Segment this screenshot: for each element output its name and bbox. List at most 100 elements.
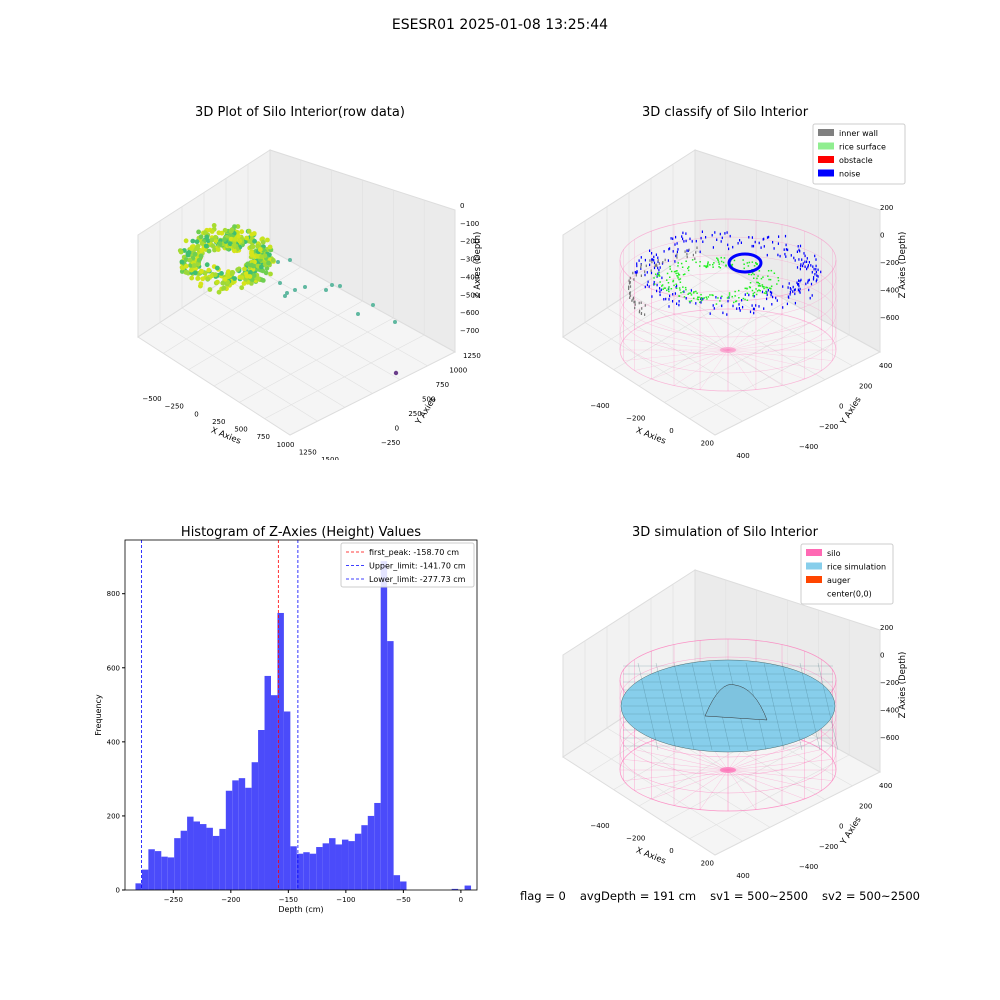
inner-wall-point [629, 294, 631, 297]
raw-point [229, 271, 235, 277]
noise-point [647, 280, 649, 284]
inner-wall-point [676, 253, 678, 256]
rice-surface-point [677, 265, 679, 267]
noise-point [766, 293, 768, 297]
noise-point [635, 271, 637, 275]
rice-surface-point [755, 262, 757, 264]
noise-point [659, 266, 661, 269]
silo-floor-spoke [727, 329, 822, 351]
raw-point [251, 273, 257, 278]
noise-point [766, 297, 768, 301]
inner-wall-point [632, 297, 634, 301]
y-tick-label: 600 [107, 664, 120, 672]
inner-wall-point [664, 258, 666, 262]
grid-line [264, 334, 425, 419]
raw-point [199, 248, 205, 253]
noise-point [793, 288, 795, 292]
silo-floor-spoke [727, 769, 757, 810]
noise-point [665, 297, 667, 301]
noise-point [790, 254, 792, 257]
noise-point [758, 305, 760, 308]
rice-surface-point [675, 283, 677, 285]
legend-box [340, 542, 475, 588]
rice-surface-point [663, 287, 666, 289]
noise-point [640, 256, 642, 259]
noise-point [705, 236, 707, 239]
rice-surface-point [698, 296, 700, 298]
silo-floor-spoke [651, 349, 729, 380]
noise-point [806, 260, 808, 263]
rice-surface-point [716, 257, 718, 259]
raw-title: 3D Plot of Silo Interior(row data) [195, 105, 405, 120]
inner-wall-point [635, 274, 637, 277]
raw-point [235, 267, 241, 272]
noise-point [812, 278, 815, 281]
noise-point [783, 248, 785, 251]
raw-outlier-point [393, 320, 397, 324]
raw-point [222, 227, 228, 233]
rice-surface-point [677, 275, 679, 277]
rice-surface-point [681, 266, 684, 268]
rice-surface-point [720, 256, 722, 259]
noise-point [676, 250, 678, 254]
noise-point [807, 265, 809, 269]
raw-point [188, 263, 193, 268]
raw-point [222, 276, 228, 282]
rice-surface-point [669, 268, 671, 270]
noise-point [675, 254, 677, 258]
rice-surface-point [667, 282, 670, 284]
noise-point [695, 239, 697, 243]
rice-surface-point [717, 297, 719, 299]
rice-surface-point [734, 295, 736, 297]
rice-surface-point [705, 296, 707, 298]
y-tick-label: 200 [859, 802, 872, 810]
rice-surface-point [713, 262, 715, 264]
y-axis-label: Frequency [94, 694, 103, 736]
histogram-bar [393, 875, 401, 890]
histogram-bar [264, 675, 271, 890]
histogram-bar [148, 849, 155, 890]
silo-floor-spoke [727, 339, 833, 351]
noise-point [810, 282, 813, 286]
x-tick-label: −200 [626, 835, 645, 843]
raw-point [189, 275, 195, 281]
noise-point [674, 260, 676, 263]
noise-point [817, 275, 819, 278]
silo-floor-spoke [727, 349, 833, 361]
raw-point [215, 247, 221, 253]
inner-wall-point [655, 264, 657, 267]
silo-floor-spoke [623, 769, 729, 781]
raw-outlier-point [278, 281, 282, 285]
rice-surface-point [695, 290, 697, 293]
noise-point [729, 234, 731, 238]
rice-surface-point [679, 289, 681, 291]
noise-point [769, 290, 771, 294]
rice-surface-point [770, 285, 773, 287]
noise-point [776, 299, 778, 302]
rice-surface-point [677, 272, 679, 274]
rice-surface-point [661, 285, 663, 287]
noise-point [690, 289, 692, 292]
y-tick-label: 0 [839, 823, 843, 831]
noise-point [674, 243, 676, 246]
rice-surface-point [700, 297, 703, 300]
rice-surface-point [759, 285, 762, 287]
rice-surface-point [763, 286, 765, 288]
rice-surface-point [760, 277, 763, 280]
raw-point [196, 229, 201, 235]
raw-point [183, 269, 189, 275]
raw-point [179, 259, 185, 265]
raw-outlier-point [324, 288, 328, 292]
noise-point [702, 240, 704, 243]
rice-surface-point [731, 295, 733, 298]
raw-point [198, 253, 204, 259]
raw-point [187, 257, 193, 263]
noise-point [798, 258, 800, 261]
silo-floor-spoke [727, 769, 833, 781]
rice-surface-point [746, 262, 749, 264]
rice-surface-point [746, 288, 748, 290]
noise-point [655, 253, 657, 256]
x-tick-label: −50 [396, 896, 411, 904]
raw-point [211, 223, 217, 228]
raw-point [250, 244, 256, 250]
